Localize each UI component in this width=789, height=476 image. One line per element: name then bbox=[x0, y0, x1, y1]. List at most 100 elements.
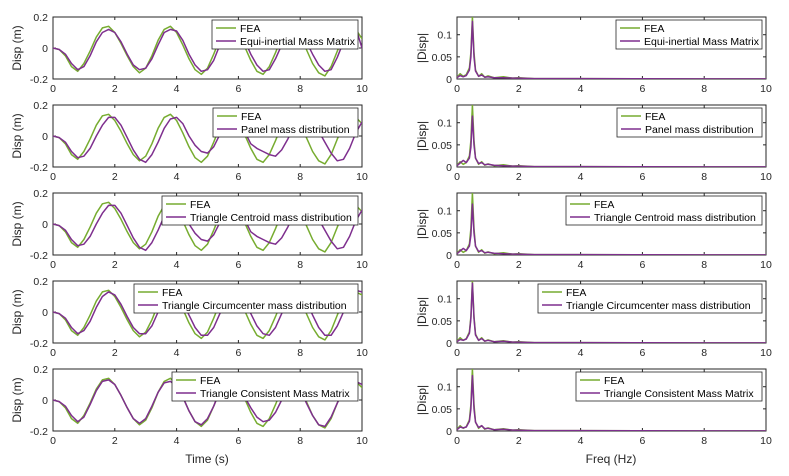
time-plot-2-ylabel: Disp (m) bbox=[10, 113, 24, 158]
freq-plot-1-xtick-label: 4 bbox=[578, 83, 584, 95]
freq-plot-3-series-model-line bbox=[457, 203, 766, 255]
time-plot-4-xtick-label: 2 bbox=[112, 347, 118, 359]
time-plot-5-ylabel: Disp (m) bbox=[10, 377, 24, 422]
time-plot-1-legend-label-fea: FEA bbox=[240, 23, 260, 35]
freq-plot-5-ytick-label: 0.05 bbox=[432, 404, 453, 416]
freq-plot-2-legend-label-model: Panel mass distribution bbox=[645, 124, 754, 136]
freq-plot-2-ylabel: |Disp| bbox=[415, 121, 429, 151]
time-plot-2-xtick-label: 4 bbox=[174, 171, 180, 183]
time-plot-2-ytick-label: -0.2 bbox=[30, 162, 48, 174]
time-plot-4-ylabel: Disp (m) bbox=[10, 289, 24, 334]
freq-plot-1-xtick-label: 0 bbox=[454, 83, 460, 95]
time-plot-3-legend-box bbox=[161, 195, 359, 226]
freq-plot-1-xtick-label: 8 bbox=[701, 83, 707, 95]
freq-plot-5-ytick-label: 0.1 bbox=[437, 382, 452, 394]
time-plot-1-xtick-label: 4 bbox=[174, 83, 180, 95]
freq-plot-2-xtick-label: 2 bbox=[516, 171, 522, 183]
time-plot-5-series-model-line bbox=[53, 379, 362, 428]
freq-plot-2-series-model-line bbox=[457, 115, 766, 167]
time-plot-4-xtick-label: 6 bbox=[235, 347, 241, 359]
time-plot-3-xtick-label: 4 bbox=[174, 259, 180, 271]
time-plot-3-ytick-label: 0.2 bbox=[33, 188, 48, 200]
time-plot-4-legend-label-fea: FEA bbox=[162, 287, 182, 299]
freq-axis-xlabel: Freq (Hz) bbox=[586, 452, 637, 466]
freq-plot-3-legend-box bbox=[565, 195, 763, 226]
freq-plot-4-legend-label-fea: FEA bbox=[566, 287, 586, 299]
freq-plot-4-legend-box bbox=[537, 283, 763, 314]
freq-plot-4-xtick-label: 10 bbox=[760, 347, 772, 359]
freq-plot-4-xtick-label: 2 bbox=[516, 347, 522, 359]
time-plot-2-xtick-label: 0 bbox=[50, 171, 56, 183]
freq-plot-3-xtick-label: 8 bbox=[701, 259, 707, 271]
time-plot-5-series-group bbox=[53, 377, 362, 429]
time-plot-5-ytick-label: -0.2 bbox=[30, 426, 48, 438]
time-plot-3-xtick-label: 2 bbox=[112, 259, 118, 271]
freq-plot-3-ytick-label: 0 bbox=[446, 250, 452, 262]
time-plot-3-legend-label-fea: FEA bbox=[190, 199, 210, 211]
freq-plot-5-ytick-label: 0 bbox=[446, 426, 452, 438]
freq-plot-5-xtick-label: 2 bbox=[516, 435, 522, 447]
time-plot-3-xtick-label: 0 bbox=[50, 259, 56, 271]
freq-plot-2-series-group bbox=[457, 105, 766, 167]
time-plot-2-ytick-label: 0.2 bbox=[33, 100, 48, 112]
freq-plot-3-ylabel: |Disp| bbox=[415, 209, 429, 239]
freq-plot-3-ytick-label: 0.1 bbox=[437, 206, 452, 218]
freq-plot-5-series-group bbox=[457, 369, 766, 431]
freq-plot-4-xtick-label: 4 bbox=[578, 347, 584, 359]
time-plot-4-xtick-label: 8 bbox=[297, 347, 303, 359]
freq-plot-2-xtick-label: 10 bbox=[760, 171, 772, 183]
time-plot-1-xtick-label: 2 bbox=[112, 83, 118, 95]
freq-plot-3-legend-label-model: Triangle Centroid mass distribution bbox=[594, 212, 756, 224]
freq-plot-1-legend-label-model: Equi-inertial Mass Matrix bbox=[644, 36, 760, 48]
time-plot-1-xtick-label: 8 bbox=[297, 83, 303, 95]
freq-plot-3-legend-label-fea: FEA bbox=[594, 199, 614, 211]
time-plot-1-series-group bbox=[53, 25, 362, 77]
freq-plot-4-xtick-label: 8 bbox=[701, 347, 707, 359]
time-plot-4-ytick-label: -0.2 bbox=[30, 338, 48, 350]
freq-plot-3-series-group bbox=[457, 193, 766, 255]
time-plot-4-ytick-label: 0 bbox=[42, 307, 48, 319]
time-plot-3-xtick-label: 6 bbox=[235, 259, 241, 271]
freq-plot-4-series-group bbox=[457, 281, 766, 343]
freq-plot-5-xtick-label: 0 bbox=[454, 435, 460, 447]
freq-plot-1-ytick-label: 0.1 bbox=[437, 30, 452, 42]
freq-plot-2-xtick-label: 0 bbox=[454, 171, 460, 183]
time-plot-1-series-fea-line bbox=[53, 25, 362, 77]
time-plot-4-series-fea-line bbox=[53, 289, 362, 341]
time-plot-2-xtick-label: 6 bbox=[235, 171, 241, 183]
freq-plot-4-ytick-label: 0.05 bbox=[432, 316, 453, 328]
freq-plot-2-legend-box bbox=[616, 107, 763, 138]
time-plot-1-ytick-label: -0.2 bbox=[30, 74, 48, 86]
time-plot-2-legend-label-model: Panel mass distribution bbox=[241, 124, 350, 136]
time-plot-5-xtick-label: 0 bbox=[50, 435, 56, 447]
freq-plot-2-xtick-label: 6 bbox=[639, 171, 645, 183]
freq-plot-3-xtick-label: 0 bbox=[454, 259, 460, 271]
time-plot-2-xtick-label: 8 bbox=[297, 171, 303, 183]
freq-plot-5-xtick-label: 8 bbox=[701, 435, 707, 447]
time-plot-1-series-model-line bbox=[53, 27, 362, 73]
time-plot-4-legend-label-model: Triangle Circumcenter mass distribution bbox=[162, 300, 347, 312]
time-plot-3-ytick-label: 0 bbox=[42, 219, 48, 231]
freq-plot-1-series-model-line bbox=[457, 20, 766, 79]
freq-plot-5-xtick-label: 10 bbox=[760, 435, 772, 447]
freq-plot-1-ylabel: |Disp| bbox=[415, 33, 429, 63]
